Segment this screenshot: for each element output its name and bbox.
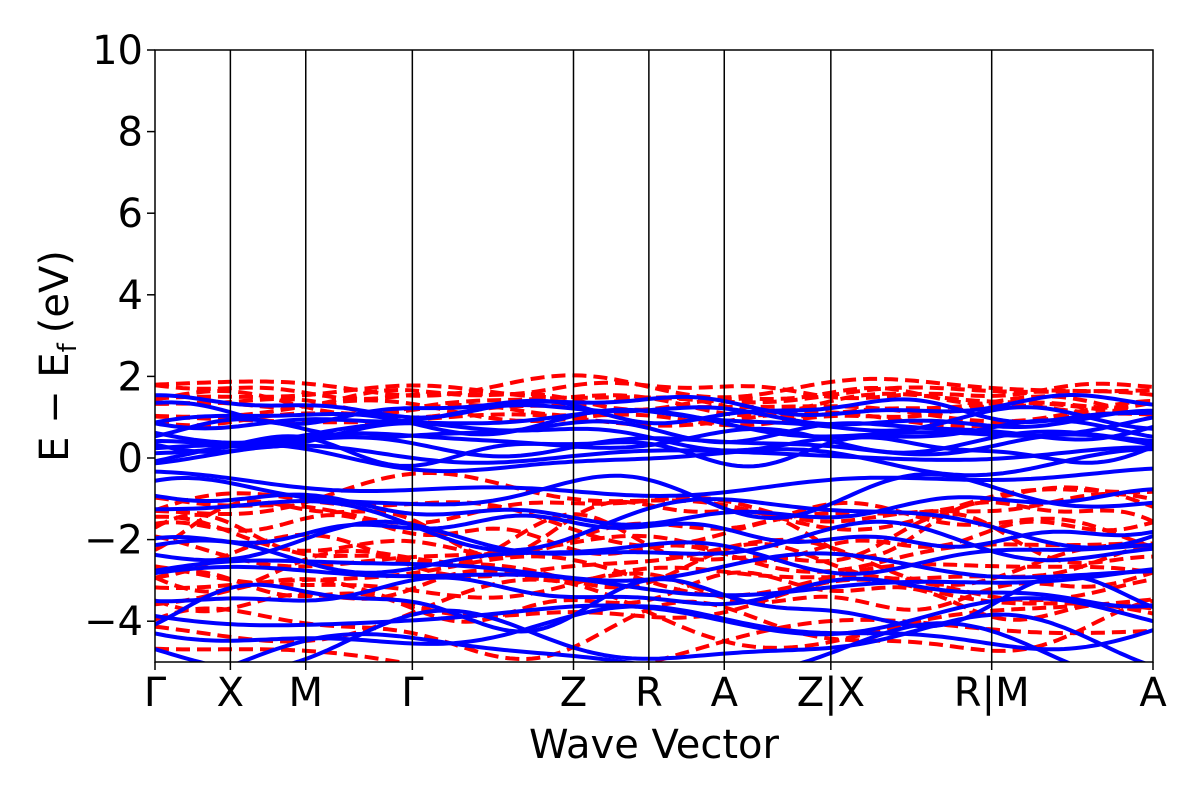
kpoint-lines xyxy=(229,50,993,662)
spin-up-band xyxy=(155,443,1153,466)
spin-up-band xyxy=(155,608,1148,662)
spin-down-band xyxy=(155,389,1153,418)
x-axis-title: Wave Vector xyxy=(529,722,780,768)
x-tick-label: R xyxy=(635,670,663,716)
x-tick-label: Z|X xyxy=(797,670,865,716)
y-tick-label: −4 xyxy=(84,599,143,645)
y-tick-label: 6 xyxy=(118,191,143,237)
x-tick-label: Z xyxy=(560,670,587,716)
x-tick-label: A xyxy=(1139,670,1167,716)
x-tick-label: Γ xyxy=(401,670,424,716)
plot-frame xyxy=(154,49,1154,663)
spin-up-band xyxy=(155,513,1153,549)
spin-up-band xyxy=(155,487,1153,527)
y-tick-label: 0 xyxy=(118,436,143,482)
spin-down-band xyxy=(155,554,1153,598)
spin-down-band xyxy=(155,564,1153,603)
spin-up-band xyxy=(155,519,1153,563)
spin-down-band xyxy=(155,532,1153,587)
spin-up-band xyxy=(155,403,1153,431)
spin-up-band xyxy=(155,466,1153,498)
spin-up-band xyxy=(155,393,1153,420)
spin-up-band xyxy=(155,564,1153,598)
y-tick-label: −2 xyxy=(84,518,143,564)
spin-up-band xyxy=(155,405,1153,437)
x-tick-label: A xyxy=(711,670,739,716)
x-tick-label: M xyxy=(288,670,323,716)
y-tick-label: 8 xyxy=(118,110,143,156)
spin-up-band xyxy=(155,604,1153,652)
spin-up-band xyxy=(155,551,1153,583)
x-tick-label: X xyxy=(217,670,244,716)
y-axis-title-unit: (eV) xyxy=(32,250,78,333)
y-axis-title-sub: f xyxy=(53,342,83,352)
x-tick-label: Γ xyxy=(144,670,167,716)
spin-up-band xyxy=(155,442,1153,478)
spin-down-band xyxy=(155,577,1153,650)
y-axis-title-main: E − E xyxy=(32,352,78,462)
y-axis-title: E − Ef (eV) xyxy=(32,250,83,462)
spin-up-band xyxy=(155,575,1153,609)
spin-up-band xyxy=(155,426,1153,455)
y-tick-label: 4 xyxy=(118,273,143,319)
spin-up-band xyxy=(155,418,1153,453)
y-axis: 10 8 6 4 2 0 −2 −4 xyxy=(84,28,155,645)
y-tick-label: 10 xyxy=(92,28,143,74)
x-tick-label: R|M xyxy=(954,670,1030,716)
spin-up-band xyxy=(155,472,1153,520)
spin-up-band xyxy=(155,397,1153,427)
spin-up-band xyxy=(155,497,1153,553)
bands-layer xyxy=(155,373,1153,662)
y-tick-label: 2 xyxy=(118,354,143,400)
x-axis: Γ X M Γ Z R A Z|X R|M A xyxy=(144,662,1167,716)
